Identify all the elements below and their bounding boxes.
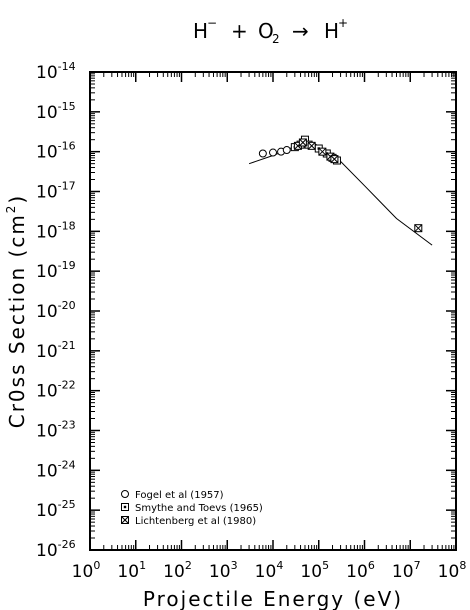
title-plus: + [231, 19, 248, 43]
legend: Fogel et al (1957) Smythe and Toevs (1965… [121, 490, 263, 527]
data-point-circle [269, 148, 277, 157]
y-tick-label: 10-21 [36, 339, 76, 362]
x-tick-label: 100 [72, 559, 101, 582]
legend-label: Fogel et al (1957) [135, 490, 224, 501]
svg-text:Cr0ss Section (cm2): Cr0ss Section (cm2) [4, 194, 29, 429]
y-tick-label: 10-24 [36, 458, 76, 481]
x-tick-label: 102 [163, 559, 192, 582]
title-lhs-charge: − [207, 16, 217, 30]
title-target-sub: 2 [272, 32, 280, 46]
y-tick-label: 10-25 [36, 498, 76, 521]
x-tick-label: 108 [438, 559, 467, 582]
data-point-crossed-square [318, 147, 327, 156]
x-tick-label: 107 [392, 559, 421, 582]
x-tick-label: 104 [255, 559, 284, 582]
x-axis-label: Projectile Energy (eV) [143, 587, 403, 610]
y-tick-labels: 10-14 10-15 10-16 10-17 10-18 10-19 10-20 10-21… [36, 60, 76, 561]
y-tick-label: 10-23 [36, 419, 76, 442]
y-tick-label: 10-20 [36, 299, 76, 322]
x-tick-label: 101 [117, 559, 146, 582]
data-point-crossed-square [298, 138, 307, 147]
legend-label: Smythe and Toevs (1965) [135, 503, 263, 514]
chart-title: H − + O 2 → H + [193, 16, 348, 46]
x-tick-labels: 100 101 102 103 104 105 106 107 108 [72, 559, 467, 582]
y-axis-label-exp: 2 [4, 204, 18, 214]
legend-marker-square [121, 503, 129, 511]
data-points [258, 135, 423, 233]
legend-marker-crossed-square [121, 516, 129, 524]
title-arrow: → [292, 19, 309, 43]
minor-ticks [90, 72, 456, 550]
x-tick-label: 105 [300, 559, 329, 582]
y-axis-label: Cr0ss Section (cm2) [4, 194, 29, 429]
major-ticks [89, 71, 457, 551]
y-tick-label: 10-17 [36, 180, 76, 203]
y-tick-label: 10-16 [36, 140, 76, 163]
data-point-circle [258, 149, 267, 158]
data-point-circle [282, 146, 291, 155]
y-tick-label: 10-18 [36, 219, 76, 242]
y-tick-label: 10-26 [36, 538, 76, 561]
plot-frame [89, 71, 457, 551]
legend-label: Lichtenberg et al (1980) [135, 516, 256, 527]
x-tick-label: 106 [346, 559, 375, 582]
x-tick-label: 103 [209, 559, 238, 582]
y-axis-label-prefix: Cr0ss Section (cm [5, 213, 29, 428]
y-tick-label: 10-15 [36, 100, 76, 123]
y-tick-label: 10-19 [36, 259, 76, 282]
title-target: O [258, 19, 274, 43]
title-lhs: H [193, 19, 208, 43]
title-product-charge: + [338, 16, 348, 30]
y-tick-label: 10-14 [36, 60, 76, 83]
legend-marker-circle [121, 490, 129, 498]
data-point-crossed-square [414, 224, 423, 233]
title-product: H [324, 19, 339, 43]
data-point-crossed-square [330, 155, 339, 164]
y-axis-label-suffix: ) [5, 194, 29, 204]
data-point-crossed-square [307, 141, 316, 150]
y-tick-label: 10-22 [36, 379, 76, 402]
